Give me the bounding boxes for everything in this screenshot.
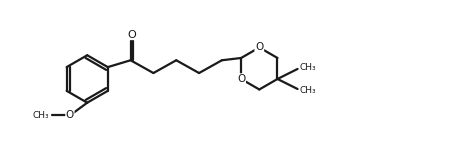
Text: O: O bbox=[128, 30, 136, 40]
Text: CH₃: CH₃ bbox=[299, 63, 316, 72]
Text: O: O bbox=[237, 74, 245, 84]
Text: O: O bbox=[66, 111, 74, 121]
Text: CH₃: CH₃ bbox=[33, 111, 49, 120]
Text: CH₃: CH₃ bbox=[299, 86, 316, 95]
Text: O: O bbox=[255, 42, 263, 52]
